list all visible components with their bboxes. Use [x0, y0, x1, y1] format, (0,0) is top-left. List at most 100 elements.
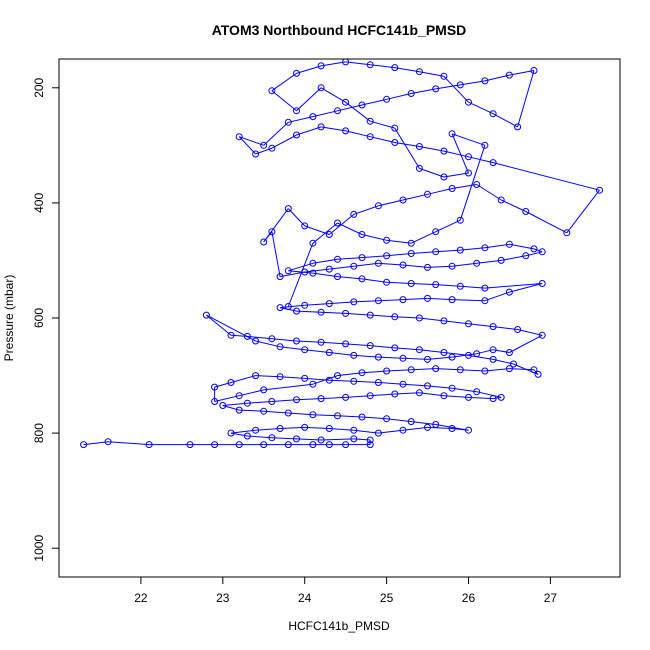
- data-point: [489, 346, 497, 354]
- data-point: [448, 185, 456, 192]
- data-point: [317, 123, 325, 131]
- data-point: [366, 311, 374, 319]
- data-point: [325, 441, 333, 449]
- data-point: [374, 429, 382, 437]
- series-line-segment: [378, 356, 404, 359]
- series-line-segment: [304, 349, 330, 353]
- data-point: [505, 365, 513, 373]
- series-line-segment: [345, 130, 371, 138]
- data-point: [465, 426, 472, 434]
- series-line-segment: [484, 283, 543, 289]
- series-line-segment: [83, 441, 109, 446]
- data-point: [407, 418, 415, 426]
- data-point: [358, 275, 366, 283]
- data-point: [530, 245, 538, 253]
- data-point: [391, 390, 399, 398]
- series-line-segment: [361, 416, 387, 420]
- data-point: [309, 113, 317, 121]
- data-point: [391, 313, 399, 321]
- series-line-segment: [280, 376, 305, 379]
- series-line-segment: [419, 71, 444, 77]
- data-point: [424, 355, 431, 363]
- series-line-segment: [288, 262, 314, 272]
- data-point: [235, 392, 243, 400]
- data-point: [505, 71, 513, 79]
- series-line-segment: [411, 88, 436, 94]
- series-line-segment: [361, 234, 387, 241]
- series-line-segment: [329, 301, 354, 305]
- data-point: [383, 236, 391, 244]
- data-point: [284, 409, 292, 417]
- series-line-segment: [411, 251, 436, 254]
- data-point: [350, 426, 358, 434]
- series-line-segment: [443, 395, 469, 398]
- series-line-segment: [329, 265, 354, 270]
- data-point: [407, 90, 415, 97]
- series-line-segment: [280, 271, 305, 278]
- data-point: [383, 252, 391, 260]
- data-point: [399, 296, 407, 304]
- series-line-segment: [419, 392, 444, 397]
- data-point: [293, 337, 300, 345]
- data-point: [334, 273, 341, 281]
- series-line-segment: [509, 70, 535, 76]
- series-line-segment: [509, 283, 543, 293]
- data-point: [342, 393, 350, 401]
- series-line-segment: [468, 354, 494, 360]
- data-point: [383, 367, 391, 375]
- data-point: [456, 282, 464, 290]
- series-line-segment: [378, 199, 404, 207]
- series-line-segment: [402, 193, 428, 201]
- series-line-segment: [493, 326, 518, 330]
- series-line-segment: [427, 426, 453, 429]
- data-point: [276, 425, 284, 432]
- series-line-segment: [493, 396, 502, 400]
- data-point: [538, 248, 546, 256]
- series-line-segment: [378, 429, 404, 434]
- data-point: [260, 141, 268, 149]
- data-point: [317, 338, 325, 346]
- series-line-segment: [386, 93, 412, 100]
- data-point: [342, 98, 350, 106]
- series-line-segment: [337, 104, 363, 112]
- y-axis-label: Pressure (mbar): [2, 275, 16, 362]
- data-point: [145, 441, 153, 449]
- data-point: [309, 259, 317, 267]
- series-line-segment: [321, 396, 346, 400]
- data-point: [424, 263, 431, 271]
- data-point: [530, 67, 538, 74]
- data-point: [440, 147, 448, 155]
- data-point: [391, 344, 399, 352]
- data-point: [358, 369, 366, 377]
- series-line-segment: [443, 75, 469, 103]
- series-line-segment: [427, 265, 453, 268]
- x-tick-label: 22: [134, 591, 148, 605]
- data-point: [293, 396, 300, 404]
- series-line-segment: [329, 379, 354, 382]
- series-line-segment: [452, 184, 477, 189]
- series-line-segment: [321, 61, 346, 67]
- series-line-segment: [280, 426, 305, 429]
- data-point: [440, 392, 448, 400]
- data-point: [465, 153, 472, 161]
- data-point: [317, 308, 325, 316]
- series-line-segment: [419, 349, 444, 353]
- series-line-segment: [452, 299, 485, 302]
- data-point: [522, 252, 530, 260]
- series-line-segment: [419, 167, 445, 178]
- y-tick-label: 200: [32, 77, 46, 97]
- x-tick-label: 23: [216, 591, 230, 605]
- series-line-segment: [247, 335, 272, 340]
- data-point: [456, 246, 464, 254]
- data-point: [276, 304, 284, 312]
- data-point: [342, 309, 350, 317]
- data-point: [440, 317, 448, 325]
- x-tick-label: 24: [298, 591, 312, 605]
- series-line-segment: [239, 136, 264, 146]
- series-line-segment: [435, 249, 461, 253]
- series-line-segment: [304, 426, 330, 429]
- series-line-segment: [386, 281, 412, 284]
- data-point: [534, 370, 542, 378]
- data-point: [489, 110, 497, 118]
- data-point: [342, 59, 350, 66]
